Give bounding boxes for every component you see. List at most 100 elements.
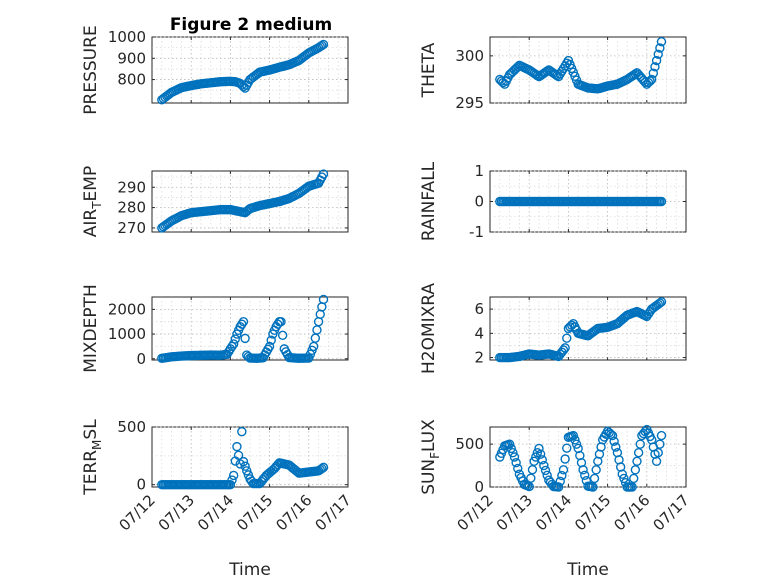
data-point [553,482,564,492]
y-tick-label: 500 [455,435,484,453]
data-point [588,482,598,492]
data-point [560,343,570,353]
data-point [635,439,645,449]
y-tick-label: 2 [474,349,484,367]
data-point [653,49,663,59]
y-axis-label-part: AIR [81,209,101,238]
data-point [511,458,521,468]
data-point [653,448,663,458]
data-point [227,475,237,485]
data-point [534,443,544,454]
x-tick-label: 07/16 [610,491,653,534]
data-point [562,443,572,453]
y-axis-label-part: SUN [419,459,439,495]
data-point [655,298,665,308]
y-tick-label: 900 [117,49,146,67]
y-tick-label: 290 [117,178,146,196]
data-point [527,465,538,475]
data-point [632,456,642,466]
x-tick-label: 07/15 [571,491,614,534]
data-point [264,341,275,352]
data-point [225,479,236,490]
y-axis-label-part: TERR [81,450,101,496]
data-point [629,473,639,484]
data-point [571,439,582,449]
data-point [589,473,600,484]
data-point [227,341,237,352]
y-tick-label: 2000 [108,300,146,318]
y-axis-label-part: SL [81,419,101,440]
x-tick-label: 07/13 [155,491,198,534]
y-axis-label-part: EMP [81,166,101,202]
series-theta [495,37,667,94]
y-axis-label: H2OMIXRA [419,283,439,374]
x-tick-label: 07/14 [532,491,575,534]
data-point [532,70,543,81]
series-air_temp [157,169,329,233]
y-axis-label: SUNFLUX [419,419,442,495]
data-point [540,465,551,476]
data-point [237,426,247,437]
data-point [650,62,660,72]
data-point [656,430,667,441]
series-pressure [157,39,329,105]
y-axis-label-subscript: M [90,440,104,450]
data-point [504,439,515,449]
data-point [237,319,247,329]
y-tick-label: 280 [117,199,146,217]
data-point [645,76,655,86]
series-mixdepth [157,294,329,363]
series-sun_flux [495,424,667,492]
y-tick-label: 300 [455,47,484,65]
y-axis-label-subscript: F [428,452,442,459]
data-point [651,456,662,466]
panel-air_temp: 270 280 290 AIRTEMP [81,166,349,238]
panel-h2omixra: 2 4 6 H2OMIXRA [419,283,687,374]
data-point [238,317,249,327]
data-point [318,39,329,50]
y-tick-label: 270 [117,219,146,237]
data-point [513,463,523,474]
figure-title: Figure 2 medium [170,15,332,35]
data-point [555,476,565,486]
y-tick-label: 0 [136,350,146,368]
data-point [539,460,549,471]
data-point [558,465,569,475]
panel-theta: 295 300 THETA [419,36,687,112]
y-axis-label: TERRMSL [81,419,104,496]
y-axis-label: THETA [419,42,439,98]
data-point [627,482,637,492]
data-point [633,448,644,458]
data-point [317,463,327,474]
data-point [526,473,536,483]
data-point [617,469,627,479]
data-point [609,436,619,446]
data-point [651,55,662,66]
data-point [276,317,286,327]
y-tick-label: 295 [455,94,484,112]
data-point [656,196,667,207]
data-point [509,452,520,462]
data-point [240,333,250,344]
data-point [568,430,578,441]
x-tick-label: 07/15 [233,491,276,534]
data-point [591,465,601,475]
data-point [558,345,569,355]
x-tick-label: 07/12 [454,491,497,534]
x-tick-label: 07/13 [493,491,536,534]
x-tick-label: 07/12 [116,491,159,534]
data-point [656,297,667,307]
y-axis-label-subscript: T [90,201,104,210]
data-point [630,465,641,475]
data-point [655,439,665,449]
data-point [560,454,570,464]
data-point [508,448,518,458]
data-point [240,461,250,471]
x-axis-label: Time [566,560,609,580]
data-point [524,481,534,492]
data-point [570,435,580,445]
x-tick-label: 07/17 [312,491,355,534]
y-tick-label: 500 [117,418,146,436]
